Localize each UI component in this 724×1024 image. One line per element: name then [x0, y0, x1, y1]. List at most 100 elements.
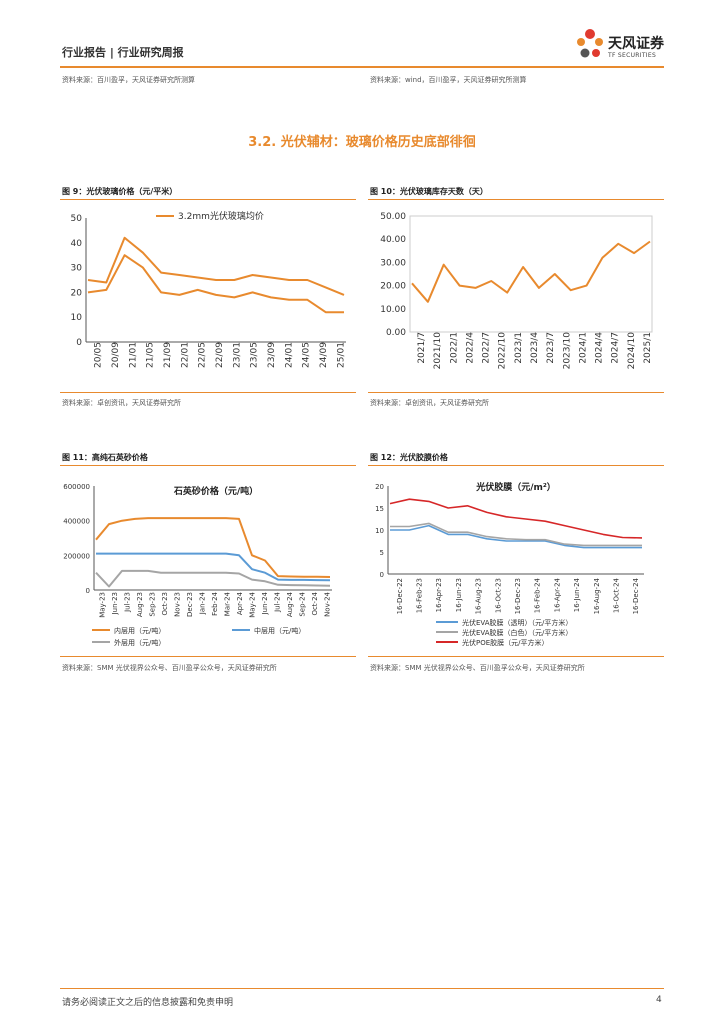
- figure-12-rule: [368, 465, 664, 466]
- x-tick-label: 2021/10: [433, 332, 443, 370]
- x-tick-label: Jan-24: [198, 591, 206, 615]
- y-tick-label: 30.00: [380, 258, 406, 268]
- x-tick-label: 16-Dec-23: [514, 578, 522, 614]
- figure-11-title: 图 11：高纯石英砂价格: [62, 453, 148, 462]
- x-tick-label: Apr-24: [236, 591, 244, 615]
- chart-quartz-sand: 0 200000 400000 600000 May-23 Jun-23 Jul-23 Aug…: [63, 483, 332, 647]
- y-tick-label: 40.00: [380, 235, 406, 245]
- y-tick-label: 15: [375, 505, 384, 513]
- x-tick-label: 2025/1: [643, 332, 653, 364]
- legend-label: 中层用（元/吨）: [254, 626, 305, 635]
- x-tick-label: Jul-24: [274, 591, 282, 612]
- x-tick-label: Sep-23: [148, 592, 156, 617]
- x-tick-label: 2024/4: [595, 332, 605, 364]
- x-tick-label: Mar-24: [224, 591, 232, 616]
- x-tick-label: 25/01: [336, 342, 346, 368]
- x-tick-label: Feb-24: [211, 591, 219, 615]
- figure-10-rule: [368, 199, 664, 200]
- x-tick-label: 16-Aug-23: [475, 578, 483, 614]
- x-tick-label: Nov-24: [324, 591, 332, 616]
- x-tick-label: 24/01: [284, 342, 294, 368]
- figure-12-bottom-rule: [368, 656, 664, 657]
- figure-9-source: 资料来源：卓创资讯，天风证券研究所: [62, 399, 181, 407]
- series-line: [390, 522, 642, 547]
- x-tick-label: Dec-23: [186, 592, 194, 617]
- series-line: [389, 498, 643, 539]
- x-tick-label: 16-Dec-24: [632, 577, 640, 614]
- x-tick-label: 21/05: [146, 342, 156, 368]
- y-tick-label: 50.00: [380, 212, 406, 222]
- x-tick-label: Sep-24: [299, 591, 307, 616]
- x-tick-label: Nov-23: [173, 592, 181, 617]
- x-tick-label: 2023/1: [514, 332, 524, 364]
- y-tick-label: 400000: [63, 518, 90, 526]
- legend-label: 光伏POE胶膜（元/平方米）: [462, 638, 549, 647]
- logo-icon: [577, 29, 603, 58]
- x-tick-label: 23/01: [232, 342, 242, 368]
- figure-9-rule: [60, 199, 356, 200]
- series-line: [87, 236, 345, 296]
- figure-12-source: 资料来源：SMM 光伏视界公众号、百川盈孚公众号，天风证券研究所: [370, 664, 585, 672]
- chart-title: 石英砂价格（元/吨）: [173, 485, 258, 497]
- logo-text: 天风证券: [608, 36, 664, 52]
- x-tick-label: 2022/7: [482, 332, 492, 364]
- x-tick-label: 16-Feb-23: [416, 578, 424, 613]
- y-tick-label: 600000: [63, 483, 90, 491]
- x-tick-label: 22/09: [215, 342, 225, 368]
- x-tick-label: 2023/7: [546, 332, 556, 364]
- x-tick-label: 2022/1: [449, 332, 459, 364]
- x-tick-label: 22/01: [180, 342, 190, 368]
- header-title: 行业报告 | 行业研究周报: [62, 46, 184, 59]
- y-tick-label: 40: [71, 239, 83, 249]
- x-tick-label: 2022/10: [498, 332, 508, 370]
- figure-10-bottom-rule: [368, 392, 664, 393]
- x-tick-label: 21/09: [163, 342, 173, 368]
- figure-11-rule: [60, 465, 356, 466]
- x-tick-label: Jun-24: [261, 591, 269, 615]
- section-title: 3.2. 光伏辅材：玻璃价格历史底部徘徊: [248, 135, 476, 150]
- x-tick-label: 24/05: [302, 342, 312, 368]
- y-tick-label: 0: [76, 338, 82, 348]
- y-tick-label: 20: [71, 288, 83, 298]
- x-tick-label: 16-Dec-22: [396, 578, 404, 614]
- figure-12-title: 图 12：光伏胶膜价格: [370, 453, 448, 462]
- x-tick-label: Oct-23: [161, 592, 169, 616]
- legend-label: 光伏EVA胶膜（白色）（元/平方米）: [462, 628, 572, 637]
- header-divider: [60, 66, 664, 68]
- figure-10-source: 资料来源：卓创资讯，天风证券研究所: [370, 399, 489, 407]
- chart-film-price: 0 5 10 15 20 16-Dec-22 16-Feb-23 16-Apr-23 16-Ju…: [375, 481, 644, 647]
- x-tick-label: 16-Jun-24: [573, 577, 581, 612]
- y-tick-label: 0.00: [386, 328, 406, 338]
- x-tick-label: 2022/4: [465, 332, 475, 364]
- x-tick-label: 23/09: [267, 342, 277, 368]
- x-tick-label: 21/01: [128, 342, 138, 368]
- y-tick-label: 200000: [63, 552, 90, 560]
- x-tick-label: 23/05: [250, 342, 260, 368]
- top-source-left: 资料来源：百川盈孚，天风证券研究所测算: [62, 76, 195, 84]
- x-tick-label: 20/09: [111, 342, 121, 368]
- x-tick-label: 22/05: [198, 342, 208, 368]
- figure-11-source: 资料来源：SMM 光伏视界公众号、百川盈孚公众号，天风证券研究所: [62, 664, 277, 672]
- x-tick-label: 20/05: [94, 342, 104, 368]
- x-tick-label: 16-Feb-24: [534, 577, 542, 613]
- y-tick-label: 30: [71, 264, 83, 274]
- x-tick-label: 16-Jun-23: [455, 578, 463, 612]
- y-tick-label: 20: [375, 483, 384, 491]
- y-tick-label: 10.00: [380, 305, 406, 315]
- y-tick-label: 0: [86, 587, 90, 595]
- plot-frame: [409, 215, 653, 333]
- y-tick-label: 10: [375, 527, 384, 535]
- y-tick-label: 50: [71, 214, 83, 224]
- logo-subtext: TF SECURITIES: [608, 52, 657, 59]
- figure-11-bottom-rule: [60, 656, 356, 657]
- x-tick-label: 2023/10: [562, 332, 572, 370]
- figure-10-title: 图 10：光伏玻璃库存天数（天）: [370, 187, 488, 196]
- x-tick-label: 16-Oct-23: [494, 578, 502, 613]
- x-tick-label: 2023/4: [530, 332, 540, 364]
- page-number: 4: [656, 995, 662, 1005]
- chart-glass-inventory: 0.00 10.00 20.00 30.00 40.00 50.00 2021/7 2021/…: [380, 212, 653, 370]
- legend-label: 3.2mm光伏玻璃均价: [178, 210, 264, 222]
- x-tick-label: Aug-24: [286, 591, 294, 617]
- series-line: [95, 569, 331, 588]
- y-tick-label: 5: [380, 549, 384, 557]
